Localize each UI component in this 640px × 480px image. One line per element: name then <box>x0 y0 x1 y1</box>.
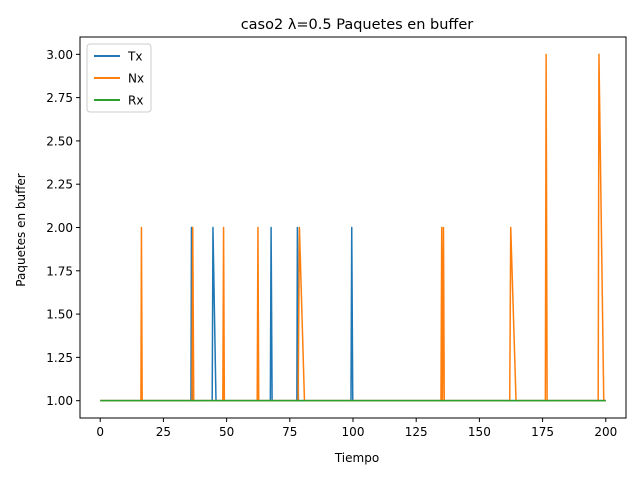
y-tick-label: 1.25 <box>46 351 73 365</box>
x-tick-label: 75 <box>282 425 297 439</box>
x-tick-label: 25 <box>156 425 171 439</box>
y-tick-label: 1.75 <box>46 264 73 278</box>
y-tick-label: 1.50 <box>46 308 73 322</box>
y-tick-label: 2.75 <box>46 91 73 105</box>
y-tick-label: 2.00 <box>46 221 73 235</box>
x-tick-label: 100 <box>342 425 365 439</box>
legend-label-nx: Nx <box>128 72 144 86</box>
x-tick-label: 50 <box>219 425 234 439</box>
y-tick-label: 1.00 <box>46 394 73 408</box>
y-axis: 1.00 1.25 1.50 1.75 2.00 2.25 2.50 2.75 3.00 <box>46 48 80 408</box>
y-tick-label: 3.00 <box>46 48 73 62</box>
x-tick-label: 0 <box>96 425 104 439</box>
x-tick-label: 125 <box>405 425 428 439</box>
chart-title: caso2 λ=0.5 Paquetes en buffer <box>241 17 474 33</box>
y-tick-label: 2.50 <box>46 134 73 148</box>
x-axis-label: Tiempo <box>334 451 379 465</box>
x-tick-label: 175 <box>531 425 554 439</box>
y-tick-label: 2.25 <box>46 178 73 192</box>
legend: Tx Nx Rx <box>86 43 152 113</box>
x-tick-label: 200 <box>594 425 617 439</box>
legend-label-rx: Rx <box>128 94 143 108</box>
plot-frame <box>79 36 627 419</box>
plot-area <box>100 53 606 402</box>
legend-label-tx: Tx <box>127 50 142 64</box>
y-axis-label: Paquetes en buffer <box>14 173 28 286</box>
x-axis: 0 25 50 75 100 125 150 175 200 <box>96 418 617 439</box>
x-tick-label: 150 <box>468 425 491 439</box>
